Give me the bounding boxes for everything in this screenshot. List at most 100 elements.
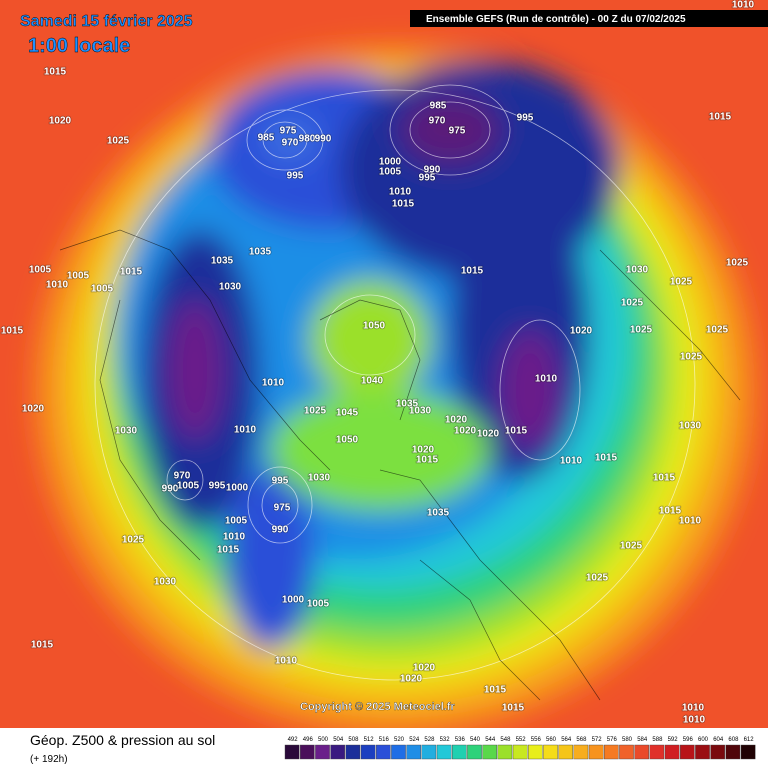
isobar-label: 1015: [392, 199, 415, 210]
isobar-label: 1015: [44, 67, 67, 78]
isobar-label: 1045: [336, 408, 359, 419]
date: Samedi 15 février 2025: [20, 13, 193, 30]
isobar-label: 1025: [122, 535, 145, 546]
isobar-label: 1010: [389, 187, 412, 198]
colorbar-label: 580: [622, 737, 633, 743]
geopotential-field: [35, 45, 755, 735]
colorbar-label: 500: [318, 737, 329, 743]
isobar-label: 1030: [308, 473, 331, 484]
colorbar-swatch: [376, 744, 391, 760]
isobar-label: 1030: [154, 577, 177, 588]
isobar-label: 1035: [427, 508, 450, 519]
colorbar-swatch: [649, 744, 665, 760]
isobar-label: 1005: [177, 481, 200, 492]
colorbar-label: 528: [424, 737, 435, 743]
isobar-label: 1015: [416, 455, 439, 466]
colorbar-label: 596: [683, 737, 694, 743]
isobar-label: 1020: [445, 415, 468, 426]
colorbar-label: 548: [500, 737, 511, 743]
colorbar-swatch: [421, 744, 437, 760]
isobar-label: 1005: [379, 167, 402, 178]
isobar-label: 1015: [505, 426, 528, 437]
isobar-label: 1035: [396, 399, 419, 410]
colorbar-swatch: [664, 744, 680, 760]
colorbar-label: 520: [394, 737, 405, 743]
colorbar-label: 508: [348, 737, 359, 743]
colorbar-swatch: [543, 744, 558, 760]
colorbar-swatch: [512, 744, 528, 760]
colorbar-swatch: [604, 744, 619, 760]
isobar-label: 1030: [219, 282, 242, 293]
isobar-label: 1000: [226, 483, 249, 494]
colorbar-label: 592: [668, 737, 679, 743]
isobar-label: 995: [287, 171, 304, 182]
colorbar-swatch: [436, 744, 452, 760]
lead-time: (+ 192h): [30, 754, 68, 765]
isobar-label: 970: [282, 138, 299, 149]
isobar-label: 1010: [682, 703, 705, 714]
colorbar-swatch: [315, 744, 330, 760]
isobar-label: 990: [424, 165, 441, 176]
isobar-label: 1025: [706, 325, 729, 336]
colorbar-swatch: [406, 744, 422, 760]
isobar-label: 980: [299, 134, 316, 145]
isobar-label: 975: [449, 126, 466, 137]
colorbar-label: 544: [485, 737, 496, 743]
isobar-label: 990: [272, 525, 289, 536]
isobar-label: 1010: [234, 425, 257, 436]
isobar-label: 1025: [630, 325, 653, 336]
colorbar-label: 496: [303, 737, 314, 743]
colorbar-label: 552: [516, 737, 527, 743]
isobar-label: 970: [429, 116, 446, 127]
isobar-label: 1015: [595, 453, 618, 464]
colorbar-swatch: [558, 744, 573, 760]
isobar-label: 1025: [586, 573, 609, 584]
isobar-label: 1030: [626, 265, 649, 276]
isobar-label: 1020: [49, 116, 72, 127]
colorbar-label: 512: [364, 737, 375, 743]
colorbar-label: 612: [744, 737, 755, 743]
colorbar-swatch: [710, 744, 725, 760]
colorbar-swatch: [452, 744, 467, 760]
isobar-label: 1050: [336, 435, 359, 446]
colorbar-swatch: [695, 744, 710, 760]
isobar-label: 1005: [29, 265, 52, 276]
isobar-label: 1015: [659, 506, 682, 517]
isobar-label: 1010: [535, 374, 558, 385]
isobar-label: 1025: [620, 541, 643, 552]
colorbar-swatch: [497, 744, 513, 760]
colorbar-swatch: [619, 744, 634, 760]
colorbar-label: 492: [288, 737, 299, 743]
isobar-label: 1015: [217, 545, 240, 556]
isobar-label: 1015: [1, 326, 24, 337]
copyright: Copyright © 2025 Meteociel.fr: [300, 701, 456, 713]
colorbar-label: 540: [470, 737, 481, 743]
colorbar-label: 608: [728, 737, 739, 743]
colorbar-label: 516: [379, 737, 390, 743]
colorbar-label: 532: [440, 737, 451, 743]
isobar-label: 1010: [275, 656, 298, 667]
colorbar: 492 496 500 504 508 512 516 520 524 528 532 536 540 5…: [284, 737, 756, 760]
colorbar-swatch: [391, 744, 406, 760]
colorbar-swatch: [300, 744, 315, 760]
isobar-label: 1015: [653, 473, 676, 484]
isobar-label: 1020: [413, 663, 436, 674]
isobar-label: 1005: [91, 284, 114, 295]
isobar-label: 1005: [225, 516, 248, 527]
colorbar-swatch: [740, 744, 756, 760]
isobar-label: 985: [258, 133, 275, 144]
colorbar-label: 556: [531, 737, 542, 743]
isobar-label: 995: [517, 113, 534, 124]
run-info: Ensemble GEFS (Run de contrôle) - 00 Z d…: [426, 14, 686, 25]
isobar-label: 1020: [477, 429, 500, 440]
isobar-label: 1005: [67, 271, 90, 282]
isobar-label: 1020: [400, 674, 423, 685]
isobar-label: 1025: [726, 258, 749, 269]
isobar-label: 1010: [679, 516, 702, 527]
isobar-label: 975: [280, 126, 297, 137]
colorbar-swatch: [725, 744, 741, 760]
isobar-label: 1040: [361, 376, 384, 387]
colorbar-swatch: [573, 744, 589, 760]
